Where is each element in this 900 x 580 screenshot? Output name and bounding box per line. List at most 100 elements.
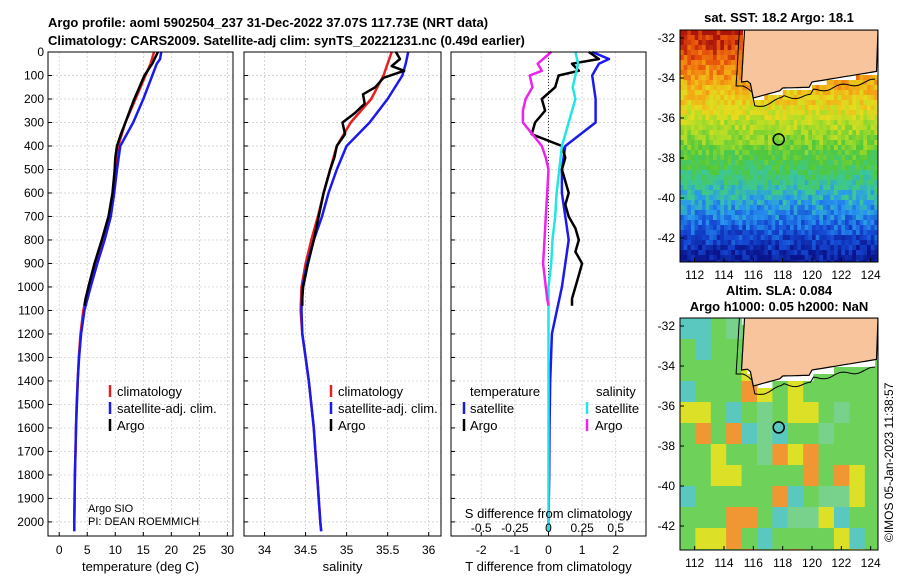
map-cell: [720, 120, 725, 126]
map-cell: [808, 402, 814, 410]
map-cell: [867, 260, 872, 262]
map-cell: [777, 444, 784, 452]
map-cell: [849, 500, 856, 508]
map-cell: [823, 240, 828, 246]
map-cell: [849, 381, 856, 389]
map-cell: [751, 472, 758, 480]
map-cell: [845, 225, 850, 231]
map-cell: [715, 402, 722, 410]
map-cell: [869, 500, 876, 508]
map-cell: [812, 180, 817, 186]
map-cell: [705, 451, 712, 459]
map-cell: [801, 200, 806, 206]
map-cell: [713, 130, 718, 136]
map-cell: [804, 115, 809, 121]
map-cell: [705, 521, 712, 529]
map-cell: [845, 90, 850, 96]
map-cell: [738, 120, 743, 126]
map-cell: [709, 125, 714, 131]
map-cell: [713, 240, 718, 246]
map-cell: [731, 85, 736, 91]
map-cell: [845, 125, 850, 131]
map-cell: [782, 165, 787, 171]
map-cell: [874, 80, 878, 86]
map-cell: [801, 165, 806, 171]
map-cell: [683, 235, 688, 241]
map-cell: [801, 215, 806, 221]
map-cell: [771, 120, 776, 126]
map-cell: [727, 235, 732, 241]
map-cell: [726, 507, 732, 515]
map-cell: [803, 528, 809, 536]
map-cell: [808, 95, 813, 101]
map-cell: [683, 150, 688, 156]
map-cell: [830, 115, 835, 121]
map-cell: [859, 500, 866, 508]
map-cell: [801, 230, 806, 236]
map-cell: [849, 486, 856, 494]
map-cell: [812, 255, 817, 261]
map-cell: [768, 215, 773, 221]
institution-label: Argo SIO: [88, 503, 134, 515]
map-cell: [852, 105, 857, 111]
map-cell: [683, 240, 688, 246]
map-cell: [760, 130, 765, 136]
map-cell: [727, 110, 732, 116]
map-cell: [859, 374, 866, 382]
map-cell: [830, 190, 835, 196]
map-cell: [782, 444, 789, 452]
x-tick-label: 116: [744, 556, 763, 570]
y-tick-label: -34: [658, 71, 676, 85]
map-cell: [834, 381, 840, 389]
map-cell: [864, 493, 871, 501]
map-cell: [731, 260, 736, 262]
map-cell: [757, 255, 762, 261]
map-cell: [749, 205, 754, 211]
map-cell: [724, 35, 729, 41]
map-cell: [687, 150, 692, 156]
map-cell: [792, 381, 799, 389]
map-cell: [828, 535, 835, 543]
map-cell: [869, 521, 876, 529]
map-cell: [771, 190, 776, 196]
y-tick-label: 1400: [17, 374, 44, 388]
map-cell: [863, 155, 868, 161]
map-cell: [839, 514, 845, 522]
map-cell: [864, 423, 871, 431]
map-cell: [818, 479, 825, 487]
map-cell: [782, 135, 787, 141]
map-cell: [830, 230, 835, 236]
map-cell: [826, 155, 831, 161]
x-tick-label: 118: [773, 556, 792, 570]
map-cell: [764, 195, 769, 201]
map-cell: [815, 100, 820, 106]
y-tick-label: -36: [658, 111, 676, 125]
map-cell: [724, 85, 729, 91]
map-cell: [854, 493, 861, 501]
map-cell: [786, 100, 791, 106]
map-cell: [731, 318, 737, 326]
map-cell: [823, 125, 828, 131]
map-cell: [691, 130, 696, 136]
map-cell: [852, 150, 857, 156]
map-cell: [841, 215, 846, 221]
map-cell: [772, 528, 779, 536]
map-cell: [801, 195, 806, 201]
map-cell: [797, 185, 802, 191]
map-cell: [691, 250, 696, 256]
map-cell: [867, 105, 872, 111]
map-cell: [716, 175, 721, 181]
map-cell: [870, 120, 875, 126]
map-cell: [700, 528, 707, 536]
map-cell: [685, 388, 691, 396]
map-cell: [720, 165, 725, 171]
map-cell: [731, 465, 737, 473]
map-cell: [715, 381, 722, 389]
map-cell: [792, 479, 799, 487]
map-cell: [753, 140, 758, 146]
map-cell: [698, 60, 703, 66]
map-cell: [742, 120, 747, 126]
map-cell: [813, 486, 820, 494]
map-cell: [870, 245, 875, 251]
